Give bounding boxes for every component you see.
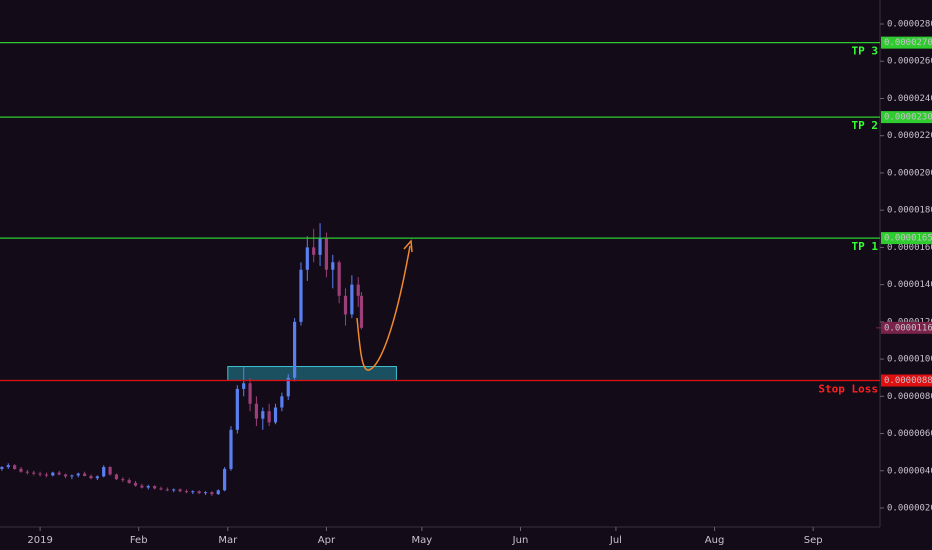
price-axis-panel [880,0,932,550]
candle-body [95,476,99,479]
candle-body [242,383,246,389]
candle-body [108,467,112,475]
candle-body [76,473,80,476]
y-tick-label: 0.00001000 [887,355,932,365]
candle-body [293,321,297,378]
y-tick-label: 0.00000200 [887,504,932,514]
level-price-box [881,36,932,49]
candle-body [312,247,316,255]
last-price-box [881,321,932,334]
candle-body [6,465,10,468]
candle-body [324,238,329,270]
candle-body [102,467,106,477]
level-price-label: 0.00002300 [884,113,932,123]
candle-body [343,295,348,315]
level-name: TP 3 [852,45,879,58]
level-price-box [881,111,932,124]
candle-body [159,488,163,490]
candle-body [146,486,150,488]
candle-body [191,491,195,493]
level-price-box [881,232,932,245]
candle-body [38,473,42,475]
y-tick-label: 0.00002400 [887,94,932,104]
x-tick-label: Mar [218,535,238,546]
y-tick-label: 0.00002000 [887,168,932,178]
candle-body [223,468,227,491]
candle-body [133,482,138,486]
level-price-label: 0.00001650 [884,234,932,244]
y-tick-label: 0.00002200 [887,131,932,141]
candle-body [299,269,303,322]
candle-body [286,377,290,397]
x-tick-label: Sep [804,535,823,546]
candle-body [331,262,335,270]
candle-body [51,472,55,476]
candle-body [273,407,278,423]
candle-body [0,467,4,469]
candle-body [25,471,29,473]
candle-body [267,411,271,423]
candle-body [89,475,93,479]
x-tick-label: May [412,535,433,546]
candle-body [254,403,259,419]
projection-curve [356,245,411,371]
level-name: TP 2 [852,119,879,132]
candle-body [13,465,17,469]
candle-body [248,383,252,404]
y-tick-label: 0.00002600 [887,57,932,67]
candle-body [57,472,61,475]
candle-body [203,492,208,494]
candle-body [178,489,182,492]
y-tick-label: 0.00001800 [887,206,932,216]
x-tick-label: Jul [609,535,622,546]
candle-body [19,468,23,472]
y-tick-label: 0.00001400 [887,280,932,290]
candle-body [83,473,87,476]
last-price-label: 0.00001168 [884,323,932,333]
x-tick-label: 2019 [27,535,52,546]
candle-body [63,474,68,477]
y-tick-label: 0.00000800 [887,392,932,402]
candle-body [70,475,74,477]
candle-body [356,284,360,296]
candle-body [216,490,220,495]
y-tick-label: 0.00002800 [887,20,932,30]
x-tick-label: Apr [318,535,336,546]
candle-body [197,491,201,494]
candle-body [210,492,214,495]
projection-arrowhead [403,239,413,253]
candle-body [165,489,169,491]
level-name: Stop Loss [818,382,878,395]
level-price-label: 0.00002700 [884,38,932,48]
y-tick-label: 0.00001600 [887,243,932,253]
candle-body [153,486,157,489]
level-price-label: 0.00000885 [884,376,932,386]
candle-body [229,429,233,469]
candle-body [172,489,176,491]
candle-body [318,238,322,255]
candle-body [280,396,284,408]
x-tick-label: Aug [705,535,725,546]
candle-body [121,479,125,481]
candle-body [127,480,131,483]
candle-body [184,491,189,493]
candle-body [305,247,309,270]
candle-body [337,262,341,296]
x-tick-label: Feb [130,535,148,546]
candle-body [261,411,265,419]
candle-body [44,474,49,476]
candle-body [32,472,36,474]
candle-body [235,388,239,430]
x-tick-label: Jun [512,535,529,546]
candle-body [114,474,119,480]
candle-body [350,284,354,315]
y-tick-label: 0.00000600 [887,429,932,439]
y-tick-label: 0.00000400 [887,466,932,476]
candle-body [140,485,144,488]
level-price-box [881,374,932,387]
candle-body [359,295,364,328]
level-name: TP 1 [852,240,879,253]
